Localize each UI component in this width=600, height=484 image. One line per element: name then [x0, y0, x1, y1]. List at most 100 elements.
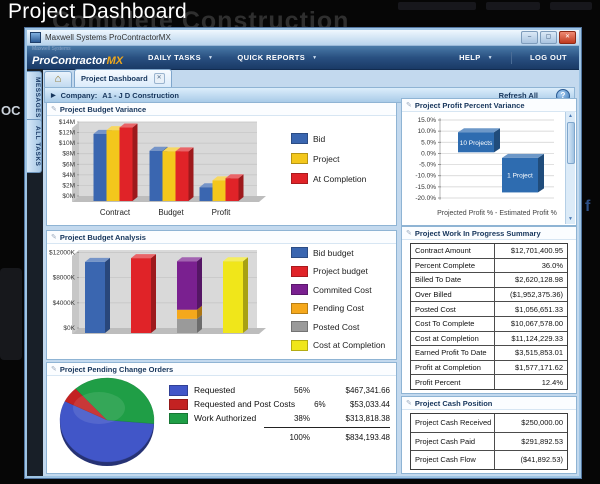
- table-cell-value: 36.0%: [541, 260, 563, 270]
- pencil-icon[interactable]: ✎: [51, 365, 57, 373]
- table-row: Over Billed ($1,952,375.36): [411, 287, 567, 303]
- pencil-icon[interactable]: ✎: [406, 101, 412, 109]
- bar-front: [175, 151, 189, 201]
- slice-amount: $313,818.38: [345, 413, 391, 423]
- bar-segment: [131, 258, 151, 333]
- panel-title: Project Work In Progress Summary: [414, 228, 541, 238]
- close-button[interactable]: ✕: [559, 31, 576, 44]
- minimize-button[interactable]: –: [521, 31, 538, 44]
- legend-item: At Completion: [291, 173, 366, 184]
- y-tick-label: $8000K: [53, 275, 76, 282]
- sidebar-tab-messages[interactable]: MESSAGES: [27, 71, 42, 123]
- company-label: Company:: [60, 90, 98, 100]
- table-cell-value: ($41,892.53): [520, 455, 563, 465]
- table-row: Project Cash Paid $291,892.53: [411, 432, 567, 451]
- bar-front: [225, 178, 239, 201]
- table-cell-label: Percent Complete: [411, 258, 495, 273]
- legend-swatch: [291, 153, 308, 164]
- bar-side: [243, 257, 248, 333]
- panel-header: ✎ Project Work In Progress Summary: [402, 227, 576, 240]
- company-value: A1 - J D Construction: [102, 90, 179, 100]
- legend-swatch: [291, 265, 308, 277]
- refresh-all-button[interactable]: Refresh All: [498, 90, 538, 100]
- scrollbar[interactable]: ▲ ▼: [565, 112, 575, 224]
- pencil-icon[interactable]: ✎: [406, 399, 412, 407]
- menu-daily-tasks[interactable]: DAILY TASKS ▼: [148, 53, 213, 62]
- chart-left-wall: [72, 122, 79, 202]
- legend-swatch: [169, 412, 188, 424]
- y-tick-label: 0.0%: [421, 150, 436, 157]
- table-cell-label: Contract Amount: [411, 244, 495, 258]
- y-tick-label: $0K: [63, 325, 75, 332]
- chevron-down-icon: ▼: [208, 54, 214, 61]
- menu-daily-tasks-label: DAILY TASKS: [148, 53, 202, 62]
- pie-legend-rows: Requested 56% $467,341.66 Requested and Pos…: [169, 383, 390, 425]
- brand-prefix: Maxwell Systems: [32, 46, 71, 52]
- legend-label: Project: [313, 153, 340, 164]
- slice-percent: 38%: [293, 413, 310, 423]
- pencil-icon[interactable]: ✎: [51, 105, 57, 113]
- slice-percent: 6%: [314, 399, 326, 409]
- tab-label: Project Dashboard: [81, 74, 148, 83]
- table-cell-value: $1,056,651.33: [515, 304, 563, 314]
- bar-front: [93, 133, 107, 201]
- table-row: Contract Amount $12,701,400.95: [411, 244, 567, 259]
- range-box-label: 10 Projects: [460, 140, 493, 147]
- tab-close-icon[interactable]: ✕: [153, 73, 165, 84]
- background-artifact: [0, 268, 22, 360]
- legend-item: Commited Cost: [291, 284, 385, 295]
- window-titlebar: Maxwell Systems ProContractorMX – ▢ ✕: [27, 30, 579, 46]
- bar-side: [197, 305, 202, 319]
- y-tick-label: $10M: [59, 140, 75, 147]
- bar-top: [119, 123, 138, 128]
- menu-help[interactable]: HELP ▼: [459, 53, 493, 62]
- pie-slice: [75, 377, 155, 424]
- x-axis-label: Projected Profit % - Estimated Profit %: [437, 210, 557, 217]
- profit-percent-variance-chart: 15.0% 10.0% 5.0% 0.0% -5.0% -10.0% -15.0% -20.0…: [415, 117, 557, 217]
- expand-arrow-icon[interactable]: ▶: [51, 92, 56, 99]
- background-text-artifact: OC: [1, 103, 21, 118]
- bar-top: [85, 257, 110, 262]
- table-cell-label: Cost To Complete: [411, 316, 495, 331]
- chart-floor: [72, 328, 266, 334]
- panel-header: ✎ Project Profit Percent Variance: [402, 99, 576, 112]
- home-tab[interactable]: ⌂: [44, 71, 72, 87]
- bar-side: [105, 257, 110, 333]
- legend-item: Bid: [291, 133, 366, 144]
- slice-amount: $53,033.44: [349, 399, 390, 409]
- sidebar-tab-all-tasks[interactable]: ALL TASKS: [27, 119, 42, 173]
- app-icon: [30, 32, 41, 43]
- pie-total-row: 100% $834,193.48: [169, 430, 390, 444]
- scroll-down-icon[interactable]: ▼: [568, 216, 573, 222]
- cash-position-table: Project Cash Received $250,000.00 Project …: [410, 413, 568, 470]
- page-title: Project Dashboard: [8, 0, 188, 23]
- legend-label: Commited Cost: [313, 284, 372, 295]
- total-percent: 100%: [289, 432, 310, 442]
- y-tick-label: $2M: [62, 182, 75, 189]
- bar-segment: [223, 261, 243, 333]
- scroll-up-icon[interactable]: ▲: [568, 113, 573, 119]
- y-tick-label: $14M: [59, 119, 75, 126]
- brand-logo: Maxwell Systems ProContractorMX: [32, 47, 136, 68]
- facebook-icon: f: [585, 198, 591, 215]
- panel-header: ✎ Project Pending Change Orders: [47, 363, 396, 376]
- range-box-side: [538, 153, 544, 193]
- menu-log-out[interactable]: LOG OUT: [530, 53, 567, 62]
- slice-amount: $467,341.66: [345, 385, 391, 395]
- tab-project-dashboard[interactable]: Project Dashboard ✕: [74, 69, 172, 87]
- pencil-icon[interactable]: ✎: [406, 229, 412, 237]
- menu-quick-reports[interactable]: QUICK REPORTS ▼: [237, 53, 317, 62]
- table-cell-value: $291,892.53: [521, 436, 563, 446]
- restore-button[interactable]: ▢: [540, 31, 557, 44]
- legend-item: Project: [291, 153, 366, 164]
- table-cell-label: Posted Cost: [411, 302, 495, 316]
- table-cell-value: $10,067,578.00: [510, 319, 563, 329]
- pencil-icon[interactable]: ✎: [51, 233, 57, 241]
- legend-swatch: [291, 133, 308, 144]
- pie-legend-item: Work Authorized 38% $313,818.38: [169, 411, 390, 425]
- scrollbar-thumb[interactable]: [567, 122, 575, 164]
- bar-side: [197, 257, 202, 310]
- bar-front: [149, 150, 163, 201]
- bar-top: [175, 147, 194, 152]
